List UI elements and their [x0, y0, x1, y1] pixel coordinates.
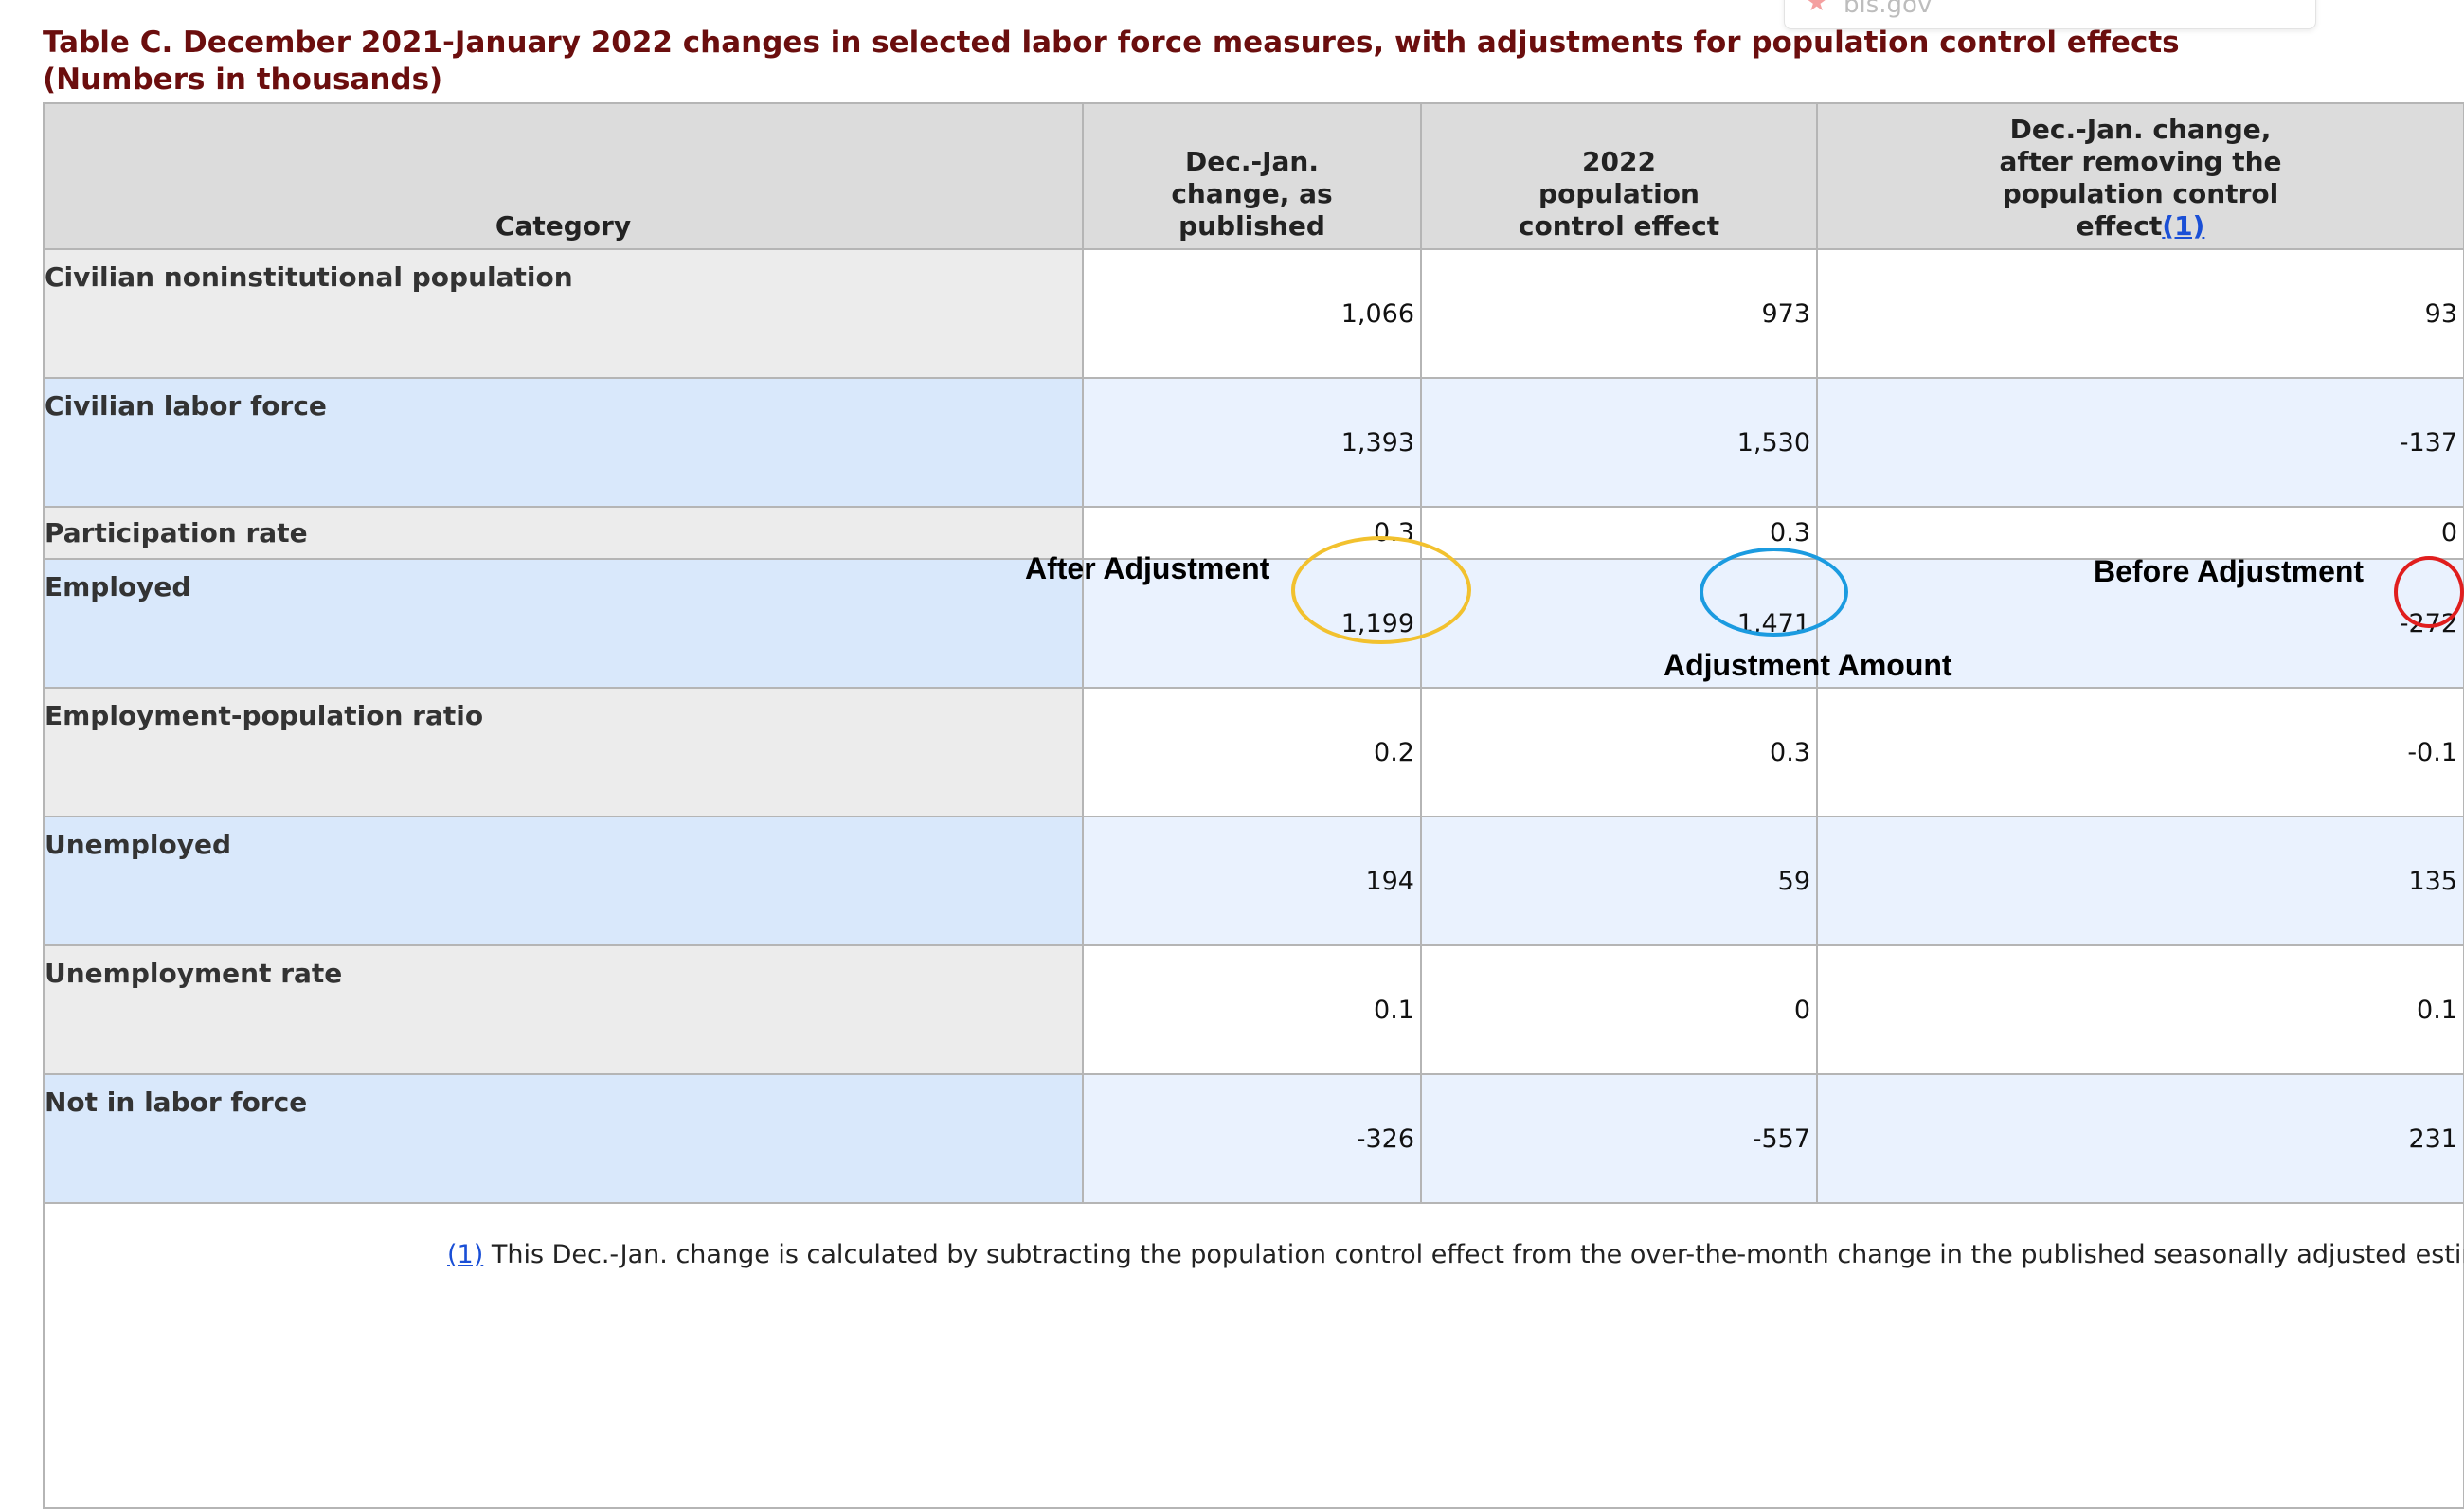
- yellow-highlight-circle: [1291, 536, 1471, 644]
- table-row: Unemployed 194 59 135: [43, 816, 2464, 946]
- cell-published: 1,393: [1082, 377, 1422, 508]
- cell-after-removing: 0: [1816, 506, 2464, 560]
- row-category: Civilian labor force: [43, 377, 1084, 508]
- cell-pop-effect: 0.3: [1420, 687, 1818, 817]
- after-adjustment-label: After Adjustment: [1025, 551, 1270, 585]
- cell-after-removing: 231: [1816, 1073, 2464, 1204]
- table-caption: Table C. December 2021-January 2022 chan…: [43, 25, 2221, 99]
- star-icon[interactable]: ★: [1806, 0, 1828, 17]
- cell-pop-effect: 0: [1420, 944, 1818, 1075]
- cell-published: 194: [1082, 816, 1422, 946]
- table-row: Participation rate 0.3 0.3 0: [43, 506, 2464, 560]
- table-footnote: (1) This Dec.-Jan. change is calculated …: [447, 1240, 2464, 1269]
- cell-after-removing: 135: [1816, 816, 2464, 946]
- row-category: Employment-population ratio: [43, 687, 1084, 817]
- popup-site-label: bls.gov: [1844, 0, 1933, 19]
- row-category: Participation rate: [43, 506, 1084, 560]
- header-after-removing: Dec.-Jan. change, after removing the pop…: [1816, 102, 2464, 250]
- header-category: Category: [43, 102, 1084, 250]
- red-highlight-circle: [2394, 556, 2464, 628]
- table-header-row: Category Dec.-Jan. change, as published …: [43, 102, 2464, 250]
- cell-pop-effect: -557: [1420, 1073, 1818, 1204]
- table-row: Employment-population ratio 0.2 0.3 -0.1: [43, 687, 2464, 817]
- labor-force-table: Category Dec.-Jan. change, as published …: [43, 102, 2464, 1509]
- row-category: Unemployment rate: [43, 944, 1084, 1075]
- cell-published: 1,066: [1082, 248, 1422, 379]
- adjustment-amount-label: Adjustment Amount: [1664, 648, 1952, 682]
- cell-published: -326: [1082, 1073, 1422, 1204]
- row-category: Unemployed: [43, 816, 1084, 946]
- table-row: Unemployment rate 0.1 0 0.1: [43, 944, 2464, 1075]
- footnote-link-header[interactable]: (1): [2162, 210, 2205, 242]
- cell-published: 0.2: [1082, 687, 1422, 817]
- caption-units: (Numbers in thousands): [43, 63, 443, 97]
- table-row: Civilian labor force 1,393 1,530 -137: [43, 377, 2464, 508]
- row-category: Civilian noninstitutional population: [43, 248, 1084, 379]
- caption-title: Table C. December 2021-January 2022 chan…: [43, 26, 2180, 60]
- cell-after-removing: -272: [1816, 558, 2464, 689]
- header-published: Dec.-Jan. change, as published: [1082, 102, 1422, 250]
- blue-highlight-circle: [1700, 548, 1848, 637]
- cell-pop-effect: 973: [1420, 248, 1818, 379]
- table-row: Not in labor force -326 -557 231: [43, 1073, 2464, 1204]
- cell-after-removing: -0.1: [1816, 687, 2464, 817]
- header-pop-effect: 2022 population control effect: [1420, 102, 1818, 250]
- bookmark-popup: ★ bls.gov: [1784, 0, 2316, 29]
- row-category: Employed: [43, 558, 1084, 689]
- footnote-text: This Dec.-Jan. change is calculated by s…: [483, 1240, 2464, 1269]
- cell-after-removing: -137: [1816, 377, 2464, 508]
- row-category: Not in labor force: [43, 1073, 1084, 1204]
- before-adjustment-label: Before Adjustment: [2094, 554, 2365, 588]
- cell-after-removing: 93: [1816, 248, 2464, 379]
- cell-published: 0.1: [1082, 944, 1422, 1075]
- cell-pop-effect: 59: [1420, 816, 1818, 946]
- cell-after-removing: 0.1: [1816, 944, 2464, 1075]
- table-row: Civilian noninstitutional population 1,0…: [43, 248, 2464, 379]
- cell-pop-effect: 1,530: [1420, 377, 1818, 508]
- cell-pop-effect: 0.3: [1420, 506, 1818, 560]
- footnote-link[interactable]: (1): [447, 1240, 484, 1269]
